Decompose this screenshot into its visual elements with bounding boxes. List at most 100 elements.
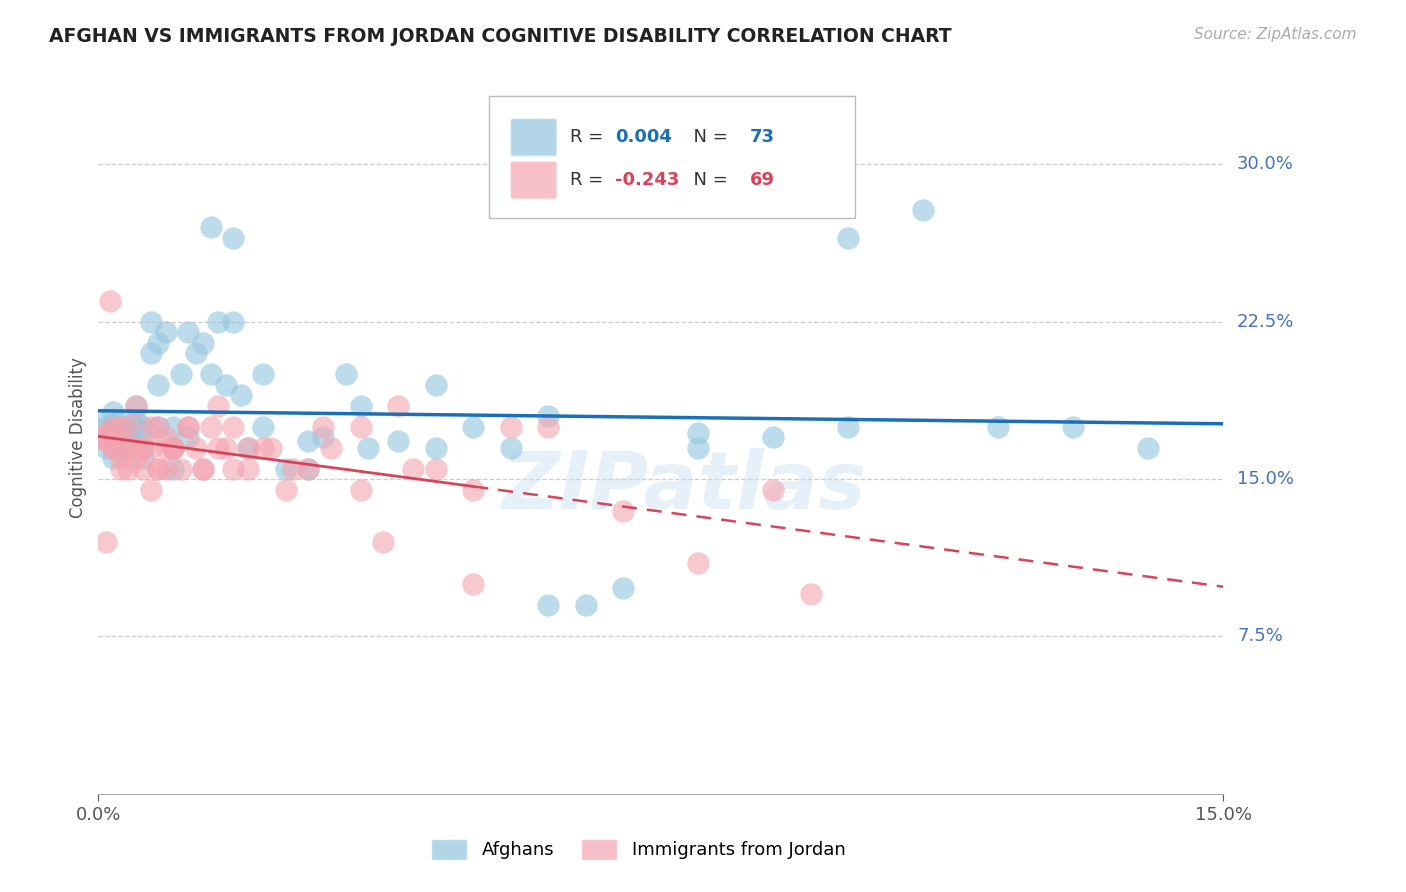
Point xyxy=(162,441,184,455)
FancyBboxPatch shape xyxy=(510,118,557,157)
Point xyxy=(575,598,598,612)
Point xyxy=(105,430,128,444)
Point xyxy=(139,419,162,434)
Point xyxy=(207,315,229,329)
Point xyxy=(114,419,136,434)
Point xyxy=(350,419,373,434)
Point xyxy=(283,461,305,475)
Point xyxy=(312,419,335,434)
Point xyxy=(762,483,785,497)
Point xyxy=(103,441,125,455)
Point xyxy=(117,441,139,455)
Point xyxy=(252,367,274,381)
Point xyxy=(238,441,260,455)
Point xyxy=(612,581,634,595)
Point xyxy=(94,413,117,427)
Point xyxy=(148,419,170,434)
Point xyxy=(117,425,139,440)
Point xyxy=(162,441,184,455)
Point xyxy=(537,598,560,612)
Point xyxy=(98,293,121,308)
Point xyxy=(110,441,132,455)
Point xyxy=(117,461,139,475)
Point xyxy=(155,461,177,475)
Point xyxy=(125,413,148,427)
Point xyxy=(132,451,155,466)
Point xyxy=(912,203,935,218)
Point xyxy=(200,220,222,235)
Point xyxy=(274,483,297,497)
Point xyxy=(94,441,117,455)
Point xyxy=(170,461,193,475)
Point xyxy=(297,434,319,449)
Point xyxy=(94,434,117,449)
Point xyxy=(177,430,200,444)
Point xyxy=(274,461,297,475)
Point xyxy=(463,483,485,497)
Point xyxy=(110,434,132,449)
Point xyxy=(162,441,184,455)
Point xyxy=(688,441,710,455)
Text: N =: N = xyxy=(682,128,734,146)
Point xyxy=(177,325,200,339)
Text: ZIPatlas: ZIPatlas xyxy=(501,448,866,526)
Point xyxy=(132,441,155,455)
Point xyxy=(207,441,229,455)
Point xyxy=(350,399,373,413)
Legend: Afghans, Immigrants from Jordan: Afghans, Immigrants from Jordan xyxy=(423,831,853,867)
Point xyxy=(215,441,238,455)
Point xyxy=(184,346,207,360)
Point xyxy=(207,399,229,413)
Point xyxy=(387,434,409,449)
Point xyxy=(125,441,148,455)
Point xyxy=(357,441,380,455)
Point xyxy=(184,441,207,455)
Text: R =: R = xyxy=(569,171,609,189)
Point xyxy=(425,461,447,475)
Text: 22.5%: 22.5% xyxy=(1237,312,1295,331)
Point xyxy=(252,419,274,434)
Point xyxy=(252,441,274,455)
Point xyxy=(103,434,125,449)
Point xyxy=(132,434,155,449)
Point xyxy=(537,419,560,434)
Point xyxy=(215,377,238,392)
Point xyxy=(139,441,162,455)
Point xyxy=(499,419,522,434)
Point xyxy=(297,461,319,475)
Point xyxy=(402,461,425,475)
FancyBboxPatch shape xyxy=(510,161,557,200)
Point xyxy=(387,399,409,413)
Point xyxy=(177,419,200,434)
Point xyxy=(200,367,222,381)
Point xyxy=(148,461,170,475)
Point xyxy=(373,535,395,549)
Point xyxy=(425,377,447,392)
Point xyxy=(132,441,155,455)
Point xyxy=(110,451,132,466)
Point xyxy=(94,535,117,549)
Point xyxy=(229,388,252,402)
Point xyxy=(103,419,125,434)
Text: 30.0%: 30.0% xyxy=(1237,155,1294,173)
Point xyxy=(139,346,162,360)
Point xyxy=(98,425,121,440)
Point xyxy=(103,419,125,434)
Point xyxy=(155,325,177,339)
Point xyxy=(162,441,184,455)
Point xyxy=(103,451,125,466)
Point xyxy=(837,419,859,434)
Point xyxy=(800,587,823,601)
Point xyxy=(193,335,215,350)
Point xyxy=(110,419,132,434)
Point xyxy=(987,419,1010,434)
Point xyxy=(688,425,710,440)
Point xyxy=(170,367,193,381)
Point xyxy=(155,430,177,444)
Point xyxy=(125,419,148,434)
Point xyxy=(425,441,447,455)
Point xyxy=(177,419,200,434)
Point xyxy=(537,409,560,423)
Point xyxy=(94,425,117,440)
Point xyxy=(148,377,170,392)
